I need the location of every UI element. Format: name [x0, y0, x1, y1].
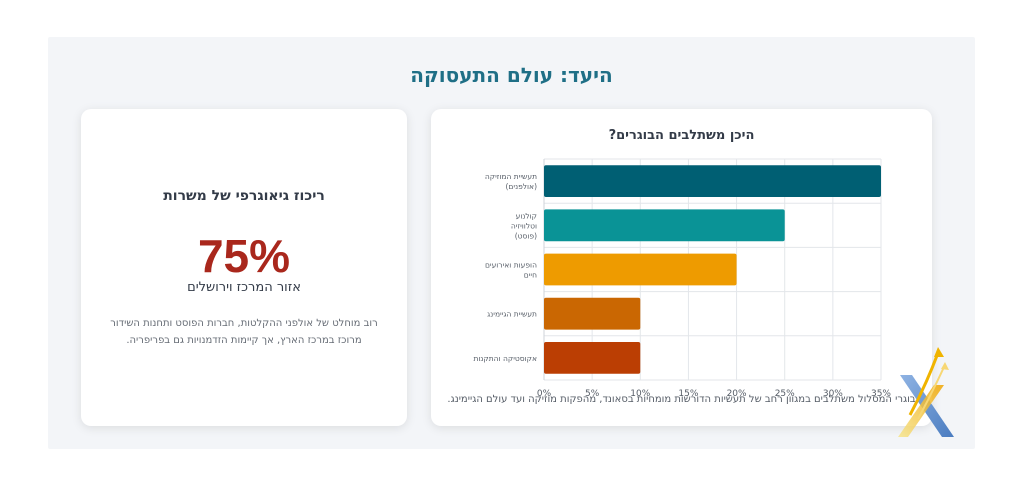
x-tick-label: 25%: [775, 389, 795, 399]
chart-title: היכן משתלבים הבוגרים?: [608, 128, 755, 143]
stat-card: ריכוז גיאוגרפי של משרות 75% אזור המרכז ו…: [81, 109, 407, 426]
bar: [544, 341, 641, 374]
brand-logo-icon: [898, 347, 954, 437]
category-label: חיים: [524, 271, 537, 280]
bar: [544, 253, 737, 286]
stat-value: 75%: [197, 230, 291, 282]
category-label: הופעות ואירועים: [485, 261, 537, 270]
bar: [544, 209, 785, 242]
page-title: היעד: עולם התעסוקה: [410, 63, 613, 87]
category-label: אקוסטיקה והתקנות: [473, 354, 537, 363]
chart-caption: בוגרי המסלול משתלבים במגוון רחב של תעשיו…: [447, 394, 916, 405]
x-tick-label: 5%: [585, 389, 600, 399]
x-tick-label: 15%: [678, 389, 698, 399]
x-tick-label: 30%: [823, 389, 843, 399]
category-label: קולנוע: [516, 211, 537, 220]
category-label: תעשיית הגיימינג: [487, 310, 537, 319]
content-panel: היעד: עולם התעסוקה היכן משתלבים הבוגרים?…: [48, 37, 975, 449]
category-label: תעשיית המוזיקה: [485, 172, 537, 181]
bar-chart: 0% 5% 10% 15% 20% 25% 30% 35% תעשיית המוזיקה(אול…: [473, 158, 891, 399]
bar: [544, 165, 881, 198]
x-tick-label: 10%: [630, 389, 650, 399]
stat-heading: ריכוז גיאוגרפי של משרות: [163, 188, 325, 204]
category-label: (אולפנים): [505, 182, 537, 191]
x-tick-label: 20%: [727, 389, 747, 399]
category-label: וטלוויזיה: [511, 221, 537, 230]
x-tick-label: 0%: [537, 389, 552, 399]
chart-card: היכן משתלבים הבוגרים? 0% 5% 10% 15% 20% 25% 30…: [431, 109, 932, 426]
x-tick-label: 35%: [871, 389, 891, 399]
category-label: (פוסט): [515, 231, 537, 240]
bar: [544, 297, 641, 330]
stat-description: רוב מוחלט של אולפני ההקלטות, חברות הפוסט…: [110, 318, 378, 346]
stat-label: אזור המרכז וירושלים: [187, 280, 301, 295]
